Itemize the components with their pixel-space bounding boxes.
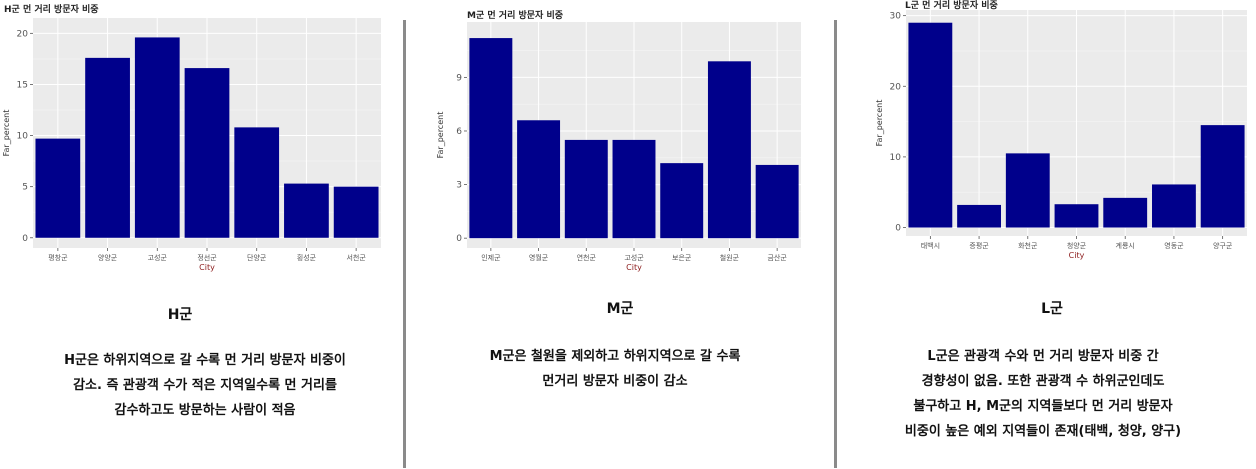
y-tick-label: 0 bbox=[895, 224, 901, 234]
description-line: 경향성이 없음. 또한 관광객 수 하위군인데도 bbox=[921, 374, 1165, 389]
bar bbox=[660, 163, 704, 239]
bar bbox=[35, 138, 81, 238]
x-axis-label: City bbox=[199, 263, 215, 272]
bar bbox=[469, 38, 513, 239]
y-tick-label: 3 bbox=[456, 181, 462, 191]
y-axis-label: Far_percent bbox=[875, 100, 884, 147]
x-axis-label: City bbox=[1069, 251, 1085, 260]
x-tick-label: 인제군 bbox=[481, 253, 501, 262]
description-line: 감수하고도 방문하는 사람이 적음 bbox=[114, 403, 296, 418]
divider-1 bbox=[403, 20, 406, 468]
bar bbox=[957, 204, 1001, 228]
x-tick-label: 평창군 bbox=[48, 253, 68, 262]
bar bbox=[85, 57, 130, 238]
x-tick-label: 계룡시 bbox=[1116, 241, 1135, 250]
chart-l: L군 먼 거리 방문자 비중 0 10 20 30 태백시 증평군 화천군 청양군 계룡시 영동군 양… bbox=[875, 0, 1247, 260]
x-tick-label: 서천군 bbox=[346, 253, 366, 262]
y-tick-label: 9 bbox=[456, 73, 462, 83]
description-l: L군은 관광객 수와 먼 거리 방문자 비중 간 경향성이 없음. 또한 관광객… bbox=[837, 344, 1249, 444]
description-line: 감소. 즉 관광객 수가 적은 지역일수록 먼 거리를 bbox=[73, 378, 337, 393]
y-tick-label: 0 bbox=[22, 234, 28, 244]
x-tick-label: 단양군 bbox=[247, 253, 267, 262]
chart-title: L군 먼 거리 방문자 비중 bbox=[905, 0, 998, 11]
x-tick-label: 철원군 bbox=[720, 253, 740, 262]
chart-m: M군 먼 거리 방문자 비중 0 3 6 9 인제군 영월군 연천군 고성군 보은군 철원군 금산군 C… bbox=[436, 9, 801, 272]
region-title-h: H군 bbox=[167, 307, 193, 323]
chart-title: H군 먼 거리 방문자 비중 bbox=[4, 3, 99, 15]
bar bbox=[564, 139, 608, 239]
description-m: M군은 철원을 제외하고 하위지역으로 갈 수록 먼거리 방문자 비중이 감소 bbox=[425, 344, 805, 394]
description-line: 비중이 높은 예외 지역들이 존재(태백, 청양, 양구) bbox=[904, 424, 1182, 439]
x-tick-label: 금산군 bbox=[767, 253, 787, 262]
x-tick-label: 보은군 bbox=[672, 254, 692, 262]
x-tick-label: 양양군 bbox=[98, 254, 118, 262]
bar bbox=[1200, 125, 1245, 228]
description-line: 불구하고 H, M군의 지역들보다 먼 거리 방문자 bbox=[913, 399, 1173, 414]
y-tick-label: 10 bbox=[890, 153, 902, 163]
bar bbox=[284, 183, 329, 238]
bar bbox=[184, 68, 230, 238]
x-tick-label: 고성군 bbox=[624, 253, 644, 262]
x-tick-label: 태백시 bbox=[921, 241, 940, 250]
bar bbox=[1054, 204, 1099, 228]
x-tick-label: 정선군 bbox=[197, 253, 217, 262]
y-tick-label: 15 bbox=[17, 80, 28, 90]
y-tick-label: 5 bbox=[22, 183, 28, 193]
bar bbox=[707, 61, 751, 239]
y-tick-label: 10 bbox=[17, 132, 29, 142]
description-line: M군은 철원을 제외하고 하위지역으로 갈 수록 bbox=[489, 349, 741, 364]
region-title-m: M군 bbox=[606, 301, 634, 317]
chart-h: H군 먼 거리 방문자 비중 0 5 10 15 20 평창군 양양군 고성군 정선군 단양군 횡성군… bbox=[2, 3, 381, 272]
panel-m: M군 먼 거리 방문자 비중 0 3 6 9 인제군 영월군 연천군 고성군 보은군 철원군 금산군 C… bbox=[405, 0, 835, 469]
y-tick-label: 30 bbox=[890, 12, 902, 22]
bar bbox=[612, 139, 656, 239]
bar bbox=[1005, 153, 1050, 228]
region-title-l: L군 bbox=[1041, 301, 1063, 317]
bar bbox=[1152, 184, 1196, 228]
y-axis-label: Far_percent bbox=[436, 112, 445, 159]
x-tick-label: 화천군 bbox=[1018, 241, 1038, 250]
y-axis-label: Far_percent bbox=[2, 110, 11, 157]
description-line: L군은 관광객 수와 먼 거리 방문자 비중 간 bbox=[927, 349, 1159, 364]
x-tick-label: 청양군 bbox=[1067, 242, 1087, 250]
x-tick-label: 고성군 bbox=[148, 253, 168, 262]
x-tick-label: 증평군 bbox=[969, 241, 989, 250]
bar bbox=[134, 37, 180, 238]
x-tick-label: 연천군 bbox=[577, 253, 597, 262]
x-tick-label: 양구군 bbox=[1213, 242, 1233, 250]
y-tick-label: 6 bbox=[456, 127, 462, 137]
x-axis-label: City bbox=[626, 263, 642, 272]
y-tick-label: 0 bbox=[456, 234, 462, 244]
bar bbox=[908, 22, 953, 228]
description-line: 먼거리 방문자 비중이 감소 bbox=[542, 374, 688, 389]
description-h: H군은 하위지역으로 갈 수록 먼 거리 방문자 비중이 감소. 즉 관광객 수… bbox=[0, 348, 410, 423]
chart-title: M군 먼 거리 방문자 비중 bbox=[467, 9, 563, 21]
panel-h: H군 먼 거리 방문자 비중 0 5 10 15 20 평창군 양양군 고성군 정선군 단양군 횡성군… bbox=[0, 0, 404, 469]
panel-l: L군 먼 거리 방문자 비중 0 10 20 30 태백시 증평군 화천군 청양군 계룡시 영동군 양… bbox=[837, 0, 1256, 469]
x-tick-label: 영동군 bbox=[1164, 241, 1184, 250]
bar bbox=[755, 164, 799, 239]
x-tick-label: 영월군 bbox=[529, 253, 549, 262]
bar bbox=[517, 120, 561, 239]
divider-2 bbox=[834, 20, 837, 468]
bar bbox=[333, 186, 379, 238]
x-tick-label: 횡성군 bbox=[297, 253, 317, 262]
y-tick-label: 20 bbox=[17, 29, 29, 39]
description-line: H군은 하위지역으로 갈 수록 먼 거리 방문자 비중이 bbox=[64, 353, 346, 368]
bar bbox=[1103, 197, 1148, 228]
y-tick-label: 20 bbox=[890, 82, 902, 92]
bar bbox=[234, 127, 280, 238]
